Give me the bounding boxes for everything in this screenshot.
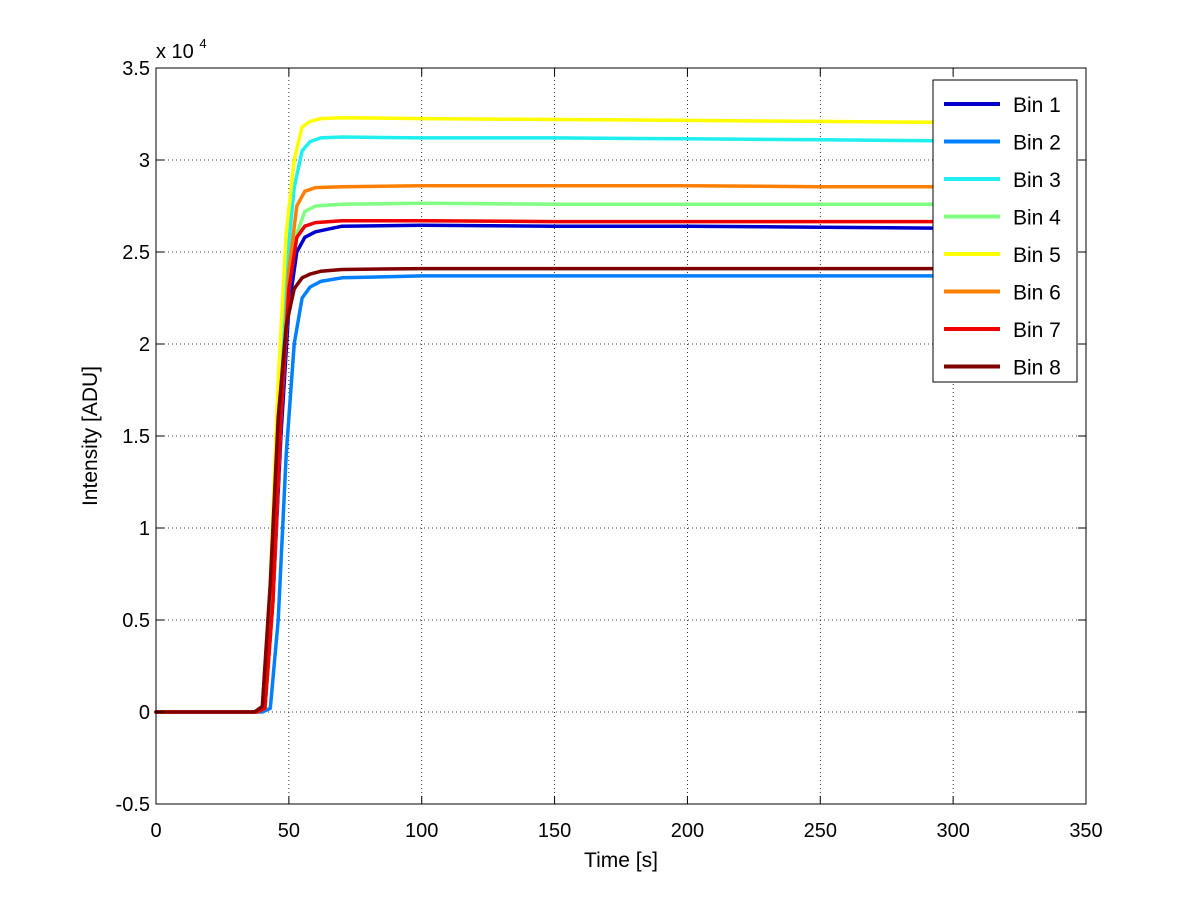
y-tick-label: 2	[139, 334, 150, 356]
y-tick-label: 3	[139, 150, 150, 172]
legend-label: Bin 5	[1013, 244, 1061, 267]
y-tick-label: -0.5	[116, 794, 150, 816]
legend-item-bin-1: Bin 1	[944, 94, 1061, 117]
x-tick-labels: 0 50 100 150 200 250 300 350	[150, 820, 1102, 842]
legend-item-bin-7: Bin 7	[944, 319, 1061, 342]
y-axis-label: Intensity [ADU]	[79, 366, 102, 506]
y-tick-label: 0	[139, 702, 150, 724]
legend-label: Bin 4	[1013, 207, 1061, 230]
x-tick-label: 150	[538, 820, 571, 842]
x-tick-label: 50	[278, 820, 300, 842]
series-line-bin-7	[154, 218, 934, 714]
y-multiplier-exponent: 4	[199, 36, 206, 51]
legend-label: Bin 3	[1013, 169, 1061, 192]
y-axis-multiplier: x 10 4	[156, 36, 207, 63]
legend-item-bin-8: Bin 8	[944, 357, 1061, 380]
x-tick-label: 300	[936, 820, 969, 842]
ticks	[155, 67, 1087, 805]
y-tick-labels: -0.5 0 0.5 1 1.5 2 2.5 3 3.5	[116, 58, 150, 816]
legend-label: Bin 6	[1013, 282, 1061, 305]
legend-label: Bin 2	[1013, 132, 1061, 155]
x-tick-label: 350	[1069, 820, 1102, 842]
legend-box	[932, 79, 1078, 383]
legend-label: Bin 8	[1013, 357, 1061, 380]
x-tick-label: 250	[804, 820, 837, 842]
y-tick-label: 3.5	[122, 58, 150, 80]
y-tick-label: 1	[139, 518, 150, 540]
x-tick-label: 200	[671, 820, 704, 842]
x-tick-label: 0	[150, 820, 161, 842]
legend-item-bin-5: Bin 5	[944, 244, 1061, 267]
legend-label: Bin 1	[1013, 94, 1061, 117]
legend: Bin 1 Bin 2 Bin 3 Bin 4 Bin 5 Bin 6 Bin 7 Bin 8	[932, 79, 1078, 383]
x-tick-label: 100	[405, 820, 438, 842]
legend-item-bin-6: Bin 6	[944, 282, 1061, 305]
legend-label: Bin 7	[1013, 319, 1061, 342]
y-tick-label: 2.5	[122, 242, 150, 264]
series-line-bin-8	[154, 266, 934, 714]
legend-item-bin-4: Bin 4	[944, 207, 1061, 230]
y-multiplier-prefix: x 10	[156, 41, 194, 63]
series-line-bin-2	[154, 274, 934, 714]
legend-item-bin-2: Bin 2	[944, 132, 1061, 155]
series-lines	[154, 115, 934, 714]
y-tick-label: 0.5	[122, 610, 150, 632]
x-axis-label: Time [s]	[584, 849, 658, 872]
legend-item-bin-3: Bin 3	[944, 169, 1061, 192]
y-tick-label: 1.5	[122, 426, 150, 448]
